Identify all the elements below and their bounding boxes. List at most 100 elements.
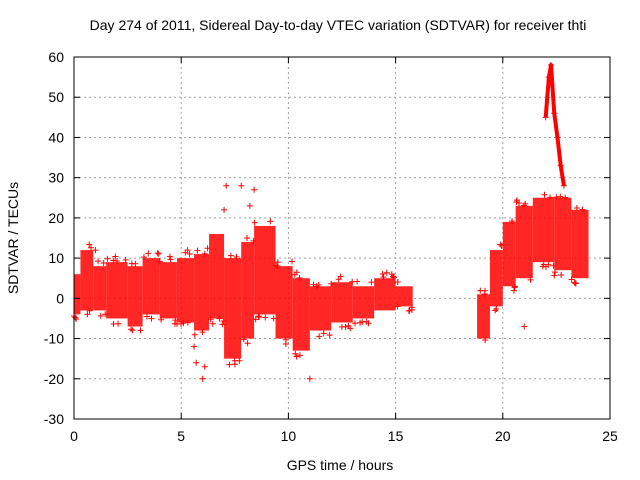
data-band <box>309 286 332 331</box>
data-point <box>86 241 93 248</box>
data-point <box>243 235 250 242</box>
data-band <box>74 274 81 315</box>
data-point <box>497 241 504 248</box>
data-point <box>95 258 102 265</box>
data-point <box>354 278 361 285</box>
data-point <box>291 271 298 278</box>
data-band <box>209 233 225 319</box>
data-point <box>86 307 93 314</box>
y-tick-label: -30 <box>44 411 64 427</box>
data-point <box>122 256 129 263</box>
data-band <box>80 250 94 311</box>
outlier-point <box>246 202 253 209</box>
y-tick-label: 40 <box>48 129 64 145</box>
data-point <box>579 206 586 213</box>
data-point <box>557 193 564 200</box>
data-band <box>532 197 555 263</box>
data-point <box>408 306 415 313</box>
x-tick-label: 15 <box>388 428 404 444</box>
spike-point <box>542 114 549 121</box>
data-point <box>112 253 119 260</box>
data-band <box>571 209 589 279</box>
data-point <box>267 218 274 225</box>
data-point <box>558 271 565 278</box>
data-point <box>72 314 79 321</box>
y-tick-label: 60 <box>48 49 64 65</box>
data-point <box>227 252 234 259</box>
data-point <box>326 332 333 339</box>
data-point <box>477 287 484 294</box>
data-point <box>184 319 191 326</box>
data-point <box>394 303 401 310</box>
spike-point <box>557 162 564 169</box>
data-point <box>167 256 174 263</box>
data-point <box>207 316 214 323</box>
data-point <box>545 261 552 268</box>
data-point <box>509 218 516 225</box>
data-point <box>137 327 144 334</box>
plot-frame <box>73 56 611 420</box>
chart-title: Day 274 of 2011, Sidereal Day-to-day VTE… <box>90 17 587 33</box>
data-band <box>477 294 490 339</box>
outlier-point <box>191 343 198 350</box>
data-point <box>156 258 163 265</box>
data-band <box>395 286 413 307</box>
y-tick-label: 20 <box>48 210 64 226</box>
data-point <box>226 361 233 368</box>
data-point <box>316 333 323 340</box>
y-axis-label: SDTVAR / TECUs <box>5 182 21 294</box>
data-band <box>502 221 516 287</box>
data-point <box>510 287 517 294</box>
data-point <box>87 244 94 251</box>
data-point <box>296 274 303 281</box>
data-band <box>554 197 572 271</box>
x-tick-label: 20 <box>495 428 511 444</box>
data-point <box>110 257 117 264</box>
data-band <box>176 258 195 323</box>
data-band <box>142 258 160 315</box>
data-point <box>128 260 135 267</box>
data-points <box>71 62 589 382</box>
data-point <box>140 254 147 261</box>
data-point <box>201 250 208 257</box>
x-tick-label: 5 <box>177 428 185 444</box>
data-point <box>516 199 523 206</box>
outlier-point <box>199 375 206 382</box>
data-point <box>186 250 193 257</box>
data-point <box>252 316 259 323</box>
data-point <box>383 269 390 276</box>
data-band <box>374 278 396 311</box>
y-tick-label: -10 <box>44 331 64 347</box>
data-point <box>292 350 299 357</box>
data-band <box>515 205 533 279</box>
data-point <box>351 320 358 327</box>
y-tick-label: 30 <box>48 170 64 186</box>
data-point <box>154 250 161 257</box>
data-point <box>251 219 258 226</box>
data-point <box>296 352 303 359</box>
data-point <box>573 205 580 212</box>
outlier-point <box>221 206 228 213</box>
data-point <box>180 320 187 327</box>
data-point <box>482 337 489 343</box>
data-point <box>553 194 560 201</box>
x-axis-label: GPS time / hours <box>287 457 394 473</box>
data-point <box>145 250 152 257</box>
data-point <box>256 314 263 321</box>
data-point <box>551 272 558 279</box>
axis-ticks: 0 5 10 15 20 25 -30 -20 -10 0 10 20 30 40 50 60 <box>44 49 618 444</box>
data-point <box>379 271 386 278</box>
data-point <box>128 326 135 333</box>
data-point <box>562 194 569 201</box>
spike-point <box>551 110 558 117</box>
y-tick-label: -20 <box>44 371 64 387</box>
spike-point <box>545 74 552 81</box>
data-point <box>129 327 136 334</box>
data-point <box>240 336 247 343</box>
data-point <box>100 260 107 267</box>
data-point <box>310 281 317 288</box>
spike-point <box>560 182 567 189</box>
spike-point <box>548 62 555 69</box>
data-point <box>527 276 534 283</box>
